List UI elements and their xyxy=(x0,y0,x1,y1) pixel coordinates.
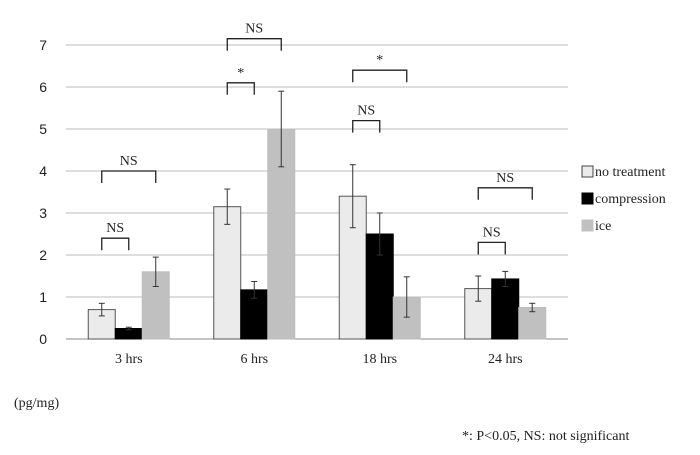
y-tick-label: 2 xyxy=(39,247,47,263)
y-tick-label: 1 xyxy=(39,289,47,305)
legend: no treatment compression ice xyxy=(581,165,666,234)
significance-label: NS xyxy=(357,104,375,119)
y-tick-label: 5 xyxy=(39,121,47,137)
legend-label: compression xyxy=(595,192,666,207)
y-tick-label: 4 xyxy=(39,163,47,179)
significance-bracket xyxy=(352,119,381,133)
significance-label: NS xyxy=(106,221,124,236)
significance-bracket xyxy=(101,237,130,251)
y-axis-unit-label: (pg/mg) xyxy=(14,396,60,411)
bars xyxy=(87,128,547,340)
bar-ice-3 xyxy=(518,307,547,340)
x-axis-ticks: 3 hrs 6 hrs 18 hrs 24 hrs xyxy=(115,352,523,367)
y-tick-label: 0 xyxy=(39,331,47,347)
significance-label: NS xyxy=(245,22,263,37)
legend-swatch-no-treatment xyxy=(581,165,594,178)
significance-label: NS xyxy=(120,154,138,169)
legend-swatch-compression xyxy=(581,192,594,205)
legend-label: no treatment xyxy=(595,165,665,180)
x-tick-label: 6 hrs xyxy=(240,352,268,367)
significance-label: NS xyxy=(496,171,514,186)
x-tick-label: 18 hrs xyxy=(362,352,397,367)
significance-bracket xyxy=(226,82,255,95)
bar-no-treatment-1 xyxy=(213,206,242,340)
legend-label: ice xyxy=(595,219,611,234)
significance-bracket xyxy=(477,241,506,255)
y-tick-label: 3 xyxy=(39,205,47,221)
significance-label: * xyxy=(237,66,244,81)
footnote: *: P<0.05, NS: not significant xyxy=(462,429,630,444)
significance-label: NS xyxy=(483,225,501,240)
significance-bracket xyxy=(101,170,157,183)
y-axis-ticks: 0 1 2 3 4 5 6 7 xyxy=(39,37,47,347)
x-tick-label: 3 hrs xyxy=(115,352,143,367)
significance-bracket xyxy=(226,38,282,51)
significance-brackets: NS NS * NS NS * NS NS xyxy=(101,22,533,255)
y-tick-label: 6 xyxy=(39,79,47,95)
error-bars xyxy=(98,90,536,331)
bar-compression-3 xyxy=(491,278,520,340)
y-tick-label: 7 xyxy=(39,37,47,53)
x-tick-label: 24 hrs xyxy=(488,352,523,367)
significance-bracket xyxy=(477,187,533,200)
significance-label: * xyxy=(376,53,383,68)
significance-bracket xyxy=(352,69,408,83)
legend-swatch-ice xyxy=(581,219,594,232)
